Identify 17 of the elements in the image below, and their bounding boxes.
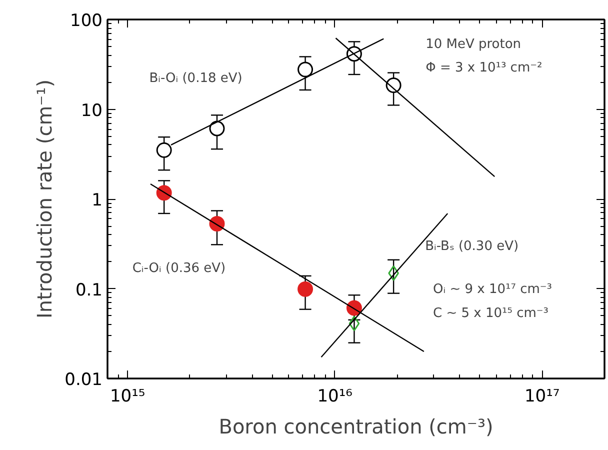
annotation: 10 MeV proton	[426, 37, 522, 52]
y-tick-label: 100	[70, 11, 103, 31]
y-tick-label: 0.1	[75, 280, 103, 300]
x-tick-label: 10¹⁶	[317, 386, 353, 406]
y-tick-label: 1	[92, 190, 103, 210]
annotation: C ~ 5 x 10¹⁵ cm⁻³	[433, 306, 548, 322]
y-tick-label: 10	[80, 100, 103, 121]
x-tick-label: 10¹⁵	[110, 386, 146, 406]
x-tick-label: 10¹⁷	[524, 386, 560, 406]
y-axis-title: Introduction rate (cm⁻¹)	[32, 79, 57, 319]
annotation: Φ = 3 x 10¹³ cm⁻²	[426, 60, 542, 76]
annotation: Oᵢ ~ 9 x 10¹⁷ cm⁻³	[433, 282, 552, 297]
x-axis-title: Boron concentration (cm⁻³)	[218, 414, 494, 438]
annotation: Bᵢ-Oᵢ (0.18 eV)	[149, 70, 242, 86]
annotation: Bᵢ-Bₛ (0.30 eV)	[425, 238, 519, 254]
y-tick-label: 0.01	[64, 370, 103, 390]
annotation: Cᵢ-Oᵢ (0.36 eV)	[132, 261, 226, 276]
